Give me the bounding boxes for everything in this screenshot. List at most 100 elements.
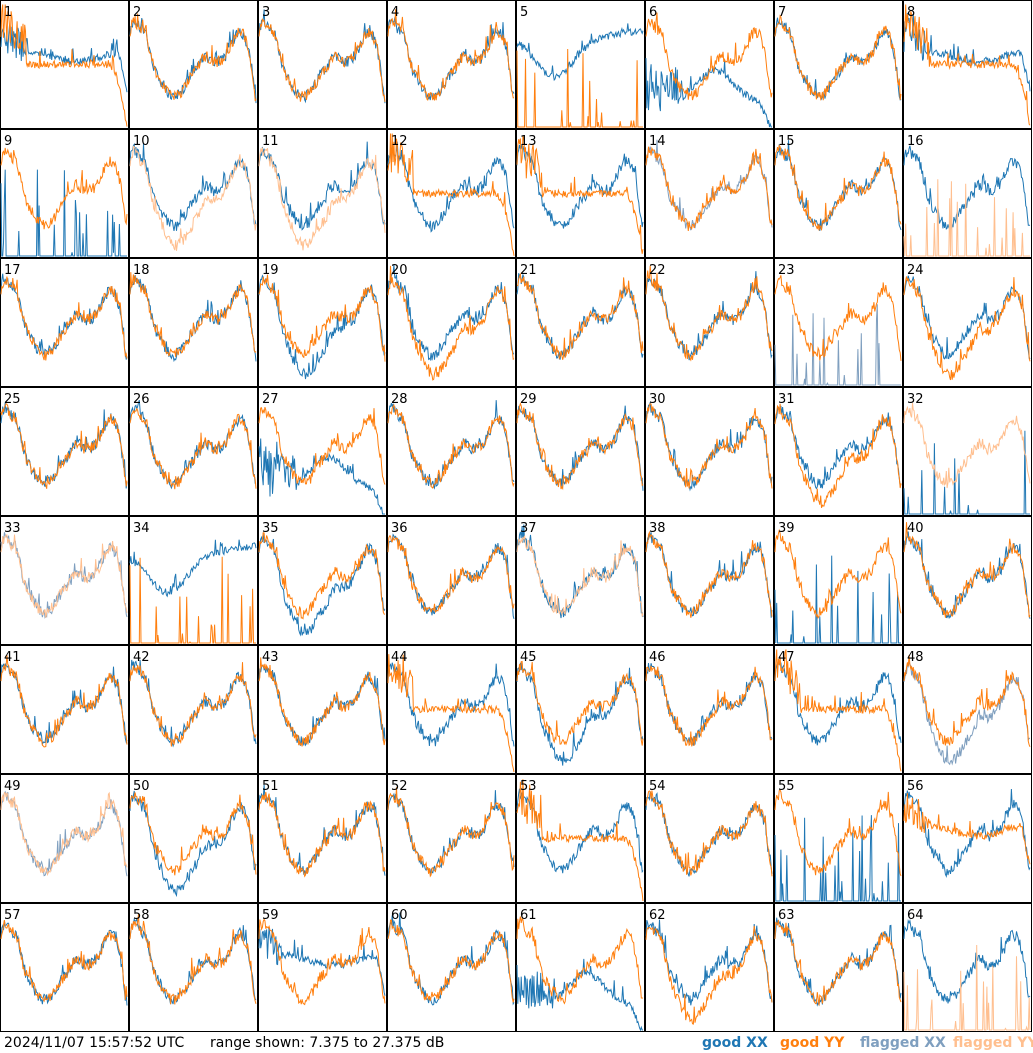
panel-frame (516, 903, 645, 1032)
series-yy-21 (516, 272, 644, 360)
panel-label: 37 (520, 521, 537, 536)
panel-label: 24 (907, 263, 924, 278)
panel-frame (774, 903, 903, 1032)
legend-flagged-xx: flagged XX (860, 1035, 946, 1051)
series-yy-10 (129, 145, 257, 251)
panel-46: 46 (645, 645, 774, 774)
panel-5: 5 (516, 0, 645, 129)
panel-frame (516, 516, 645, 645)
panel-2: 2 (129, 0, 258, 129)
panel-frame (774, 0, 903, 129)
series-yy-7 (774, 14, 902, 101)
series-yy-14 (645, 146, 773, 231)
series-xx-53 (516, 788, 644, 874)
panel-26: 26 (129, 387, 258, 516)
legend-good-yy: good YY (780, 1035, 845, 1051)
panel-frame (516, 0, 645, 129)
series-yy-37 (516, 535, 644, 617)
series-yy-60 (387, 919, 515, 1003)
panel-label: 28 (391, 392, 408, 407)
series-yy-4 (387, 9, 515, 101)
panel-15: 15 (774, 129, 903, 258)
series-yy-11 (258, 147, 386, 251)
panel-56: 56 (903, 774, 1032, 903)
panel-label: 20 (391, 263, 408, 278)
panel-47: 47 (774, 645, 903, 774)
series-xx-47 (774, 661, 902, 746)
panel-21: 21 (516, 258, 645, 387)
panel-frame (387, 774, 516, 903)
panel-frame (129, 516, 258, 645)
panel-35: 35 (258, 516, 387, 645)
series-yy-31 (774, 403, 902, 509)
series-yy-2 (129, 13, 257, 102)
series-yy-49 (0, 791, 128, 877)
series-yy-50 (129, 792, 257, 876)
series-yy-47 (774, 649, 902, 772)
panel-frame (903, 258, 1032, 387)
range-label: range shown: 7.375 to 27.375 dB (210, 1035, 445, 1051)
panel-frame (645, 0, 774, 129)
panel-12: 12 (387, 129, 516, 258)
panel-52: 52 (387, 774, 516, 903)
panel-label: 2 (133, 5, 141, 20)
panel-frame (645, 258, 774, 387)
panel-59: 59 (258, 903, 387, 1032)
series-yy-20 (387, 265, 515, 381)
panel-13: 13 (516, 129, 645, 258)
panel-64: 64 (903, 903, 1032, 1032)
panel-63: 63 (774, 903, 903, 1032)
panel-37: 37 (516, 516, 645, 645)
series-yy-51 (258, 791, 386, 878)
series-yy-40 (903, 522, 1031, 618)
panel-7: 7 (774, 0, 903, 129)
series-yy-6 (645, 12, 773, 101)
series-yy-1 (0, 4, 128, 127)
series-xx-52 (387, 790, 515, 875)
panel-label: 45 (520, 650, 537, 665)
panel-label: 51 (262, 779, 279, 794)
panel-label: 12 (391, 134, 408, 149)
panel-33: 33 (0, 516, 129, 645)
panel-frame (903, 645, 1032, 774)
panel-label: 43 (262, 650, 279, 665)
panel-frame (387, 0, 516, 129)
series-yy-48 (903, 654, 1031, 748)
series-yy-5 (516, 48, 643, 128)
panel-frame (516, 387, 645, 516)
panel-28: 28 (387, 387, 516, 516)
panel-60: 60 (387, 903, 516, 1032)
panel-27: 27 (258, 387, 387, 516)
series-yy-59 (258, 918, 386, 1006)
series-xx-16 (903, 145, 1031, 230)
series-xx-31 (774, 405, 902, 490)
series-xx-13 (516, 144, 644, 229)
panel-label: 59 (262, 908, 279, 923)
panel-frame (0, 903, 129, 1032)
panel-frame (903, 387, 1032, 516)
series-yy-16 (903, 179, 1030, 257)
panel-label: 60 (391, 908, 408, 923)
legend-good-xx: good XX (702, 1035, 768, 1051)
series-yy-13 (516, 135, 644, 254)
panel-frame (258, 129, 387, 258)
series-yy-3 (258, 18, 386, 102)
panel-label: 26 (133, 392, 150, 407)
panel-57: 57 (0, 903, 129, 1032)
panel-frame (258, 645, 387, 774)
panel-6: 6 (645, 0, 774, 129)
panel-frame (774, 129, 903, 258)
legend-flagged-yy: flagged YY (953, 1035, 1033, 1051)
panel-61: 61 (516, 903, 645, 1032)
panel-label: 50 (133, 779, 150, 794)
panel-frame (387, 258, 516, 387)
panel-41: 41 (0, 645, 129, 774)
panel-frame (645, 387, 774, 516)
series-yy-61 (516, 916, 644, 1005)
series-yy-8 (903, 4, 1031, 126)
panel-3: 3 (258, 0, 387, 129)
series-yy-19 (258, 274, 386, 362)
panel-62: 62 (645, 903, 774, 1032)
panel-label: 32 (907, 392, 924, 407)
